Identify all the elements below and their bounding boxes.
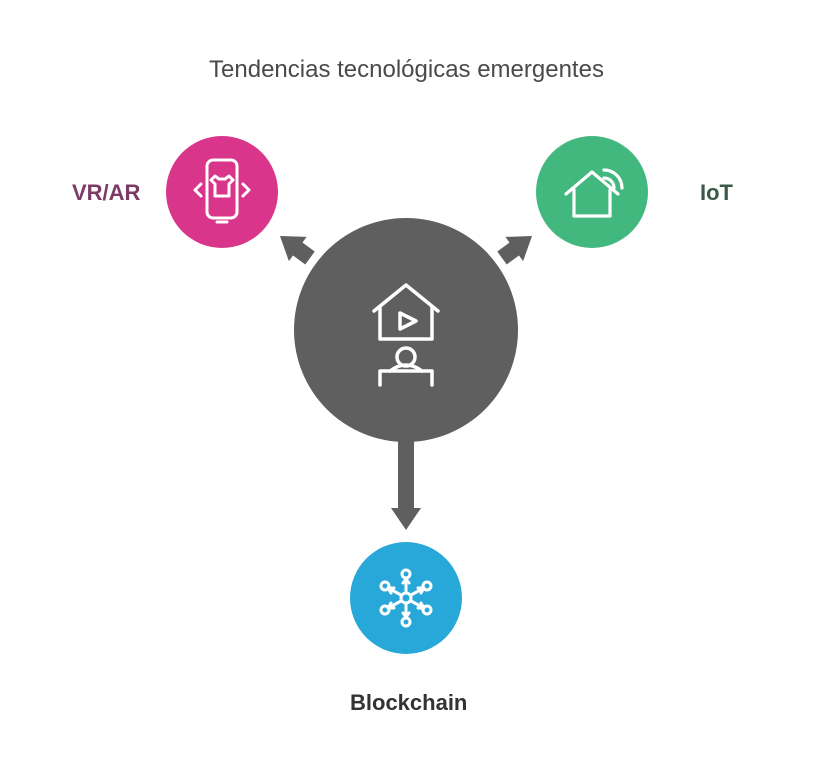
node-blockchain [350, 542, 462, 654]
vr-ar-icon [187, 152, 257, 232]
label-blockchain: Blockchain [350, 690, 467, 716]
label-vrar: VR/AR [72, 180, 140, 206]
center-node [294, 218, 518, 442]
node-vrar [166, 136, 278, 248]
home-user-icon [346, 265, 466, 395]
label-iot: IoT [700, 180, 733, 206]
smart-home-icon [554, 154, 630, 230]
node-iot [536, 136, 648, 248]
blockchain-icon [369, 561, 443, 635]
